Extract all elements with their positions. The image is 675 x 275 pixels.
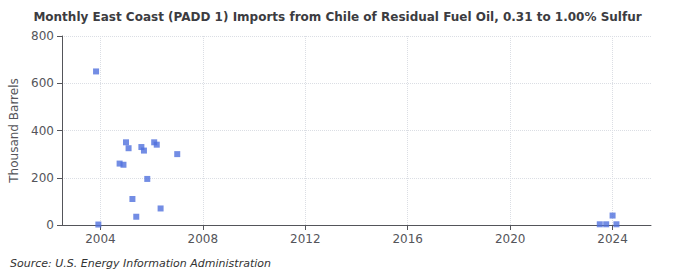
svg-text:400: 400 xyxy=(31,124,54,138)
svg-text:Source: U.S. Energy Informatio: Source: U.S. Energy Information Administ… xyxy=(10,257,271,270)
svg-text:200: 200 xyxy=(31,171,54,185)
svg-text:600: 600 xyxy=(31,76,54,90)
svg-text:2016: 2016 xyxy=(392,232,423,246)
svg-text:0: 0 xyxy=(46,218,54,232)
svg-text:2024: 2024 xyxy=(597,232,628,246)
svg-text:Monthly East Coast (PADD 1) Im: Monthly East Coast (PADD 1) Imports from… xyxy=(33,10,641,24)
svg-text:2020: 2020 xyxy=(495,232,526,246)
svg-text:800: 800 xyxy=(31,29,54,43)
svg-text:2004: 2004 xyxy=(85,232,116,246)
svg-text:Thousand Barrels: Thousand Barrels xyxy=(7,78,21,183)
svg-text:2008: 2008 xyxy=(188,232,219,246)
svg-text:2012: 2012 xyxy=(290,232,321,246)
